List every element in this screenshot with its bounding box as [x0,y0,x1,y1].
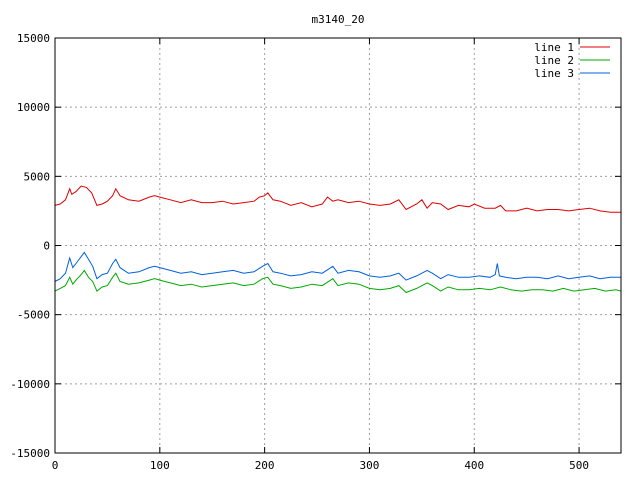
legend-label-3: line 3 [534,67,574,80]
y-tick-label: 0 [43,240,50,253]
y-tick-label: -5000 [17,309,50,322]
y-tick-label: 15000 [17,32,50,45]
y-tick-label: -15000 [10,447,50,460]
x-tick-label: 100 [150,459,170,472]
x-tick-label: 500 [569,459,589,472]
y-tick-label: 5000 [24,170,51,183]
series-lines [54,185,622,294]
series-line-2 [54,269,622,294]
x-tick-label: 400 [464,459,484,472]
chart-title: m3140_20 [312,13,365,26]
x-tick-label: 0 [52,459,59,472]
y-tick-label: 10000 [17,101,50,114]
x-tick-label: 200 [255,459,275,472]
series-line-3 [54,251,621,282]
x-tick-label: 300 [360,459,380,472]
series-line-1 [54,185,621,213]
legend-label-1: line 1 [534,41,574,54]
legend-label-2: line 2 [534,54,574,67]
axis-ticks: 0 100 200 300 400 500 -15000 -10000 -5000 0 5000 10… [10,32,621,472]
y-tick-label: -10000 [10,378,50,391]
grid-lines [55,38,621,453]
